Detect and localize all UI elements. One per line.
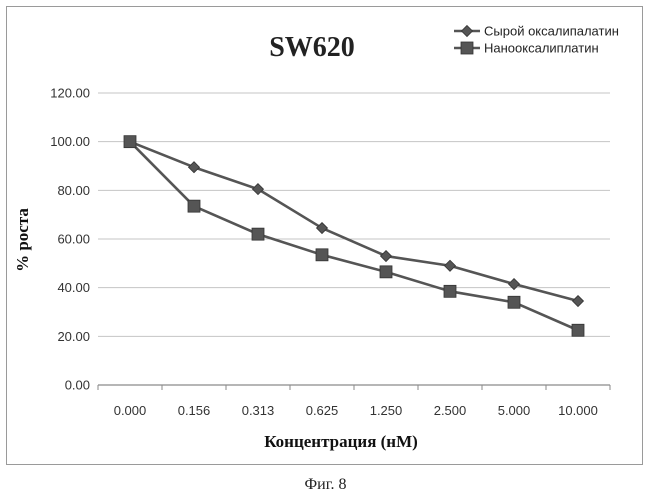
- y-tick-label: 0.00: [65, 378, 90, 393]
- series-2-point: [572, 324, 584, 336]
- x-tick-label: 0.625: [306, 403, 339, 418]
- legend-label: Сырой оксалипалатин: [484, 24, 619, 39]
- chart: SW620 0.00 20.00 40.00 60.00 80.00 100.00 120.…: [0, 0, 651, 470]
- series-2-point: [188, 200, 200, 212]
- x-tick-label: 0.156: [178, 403, 211, 418]
- y-tick-label: 100.00: [50, 134, 90, 149]
- series-2-point: [380, 266, 392, 278]
- series-1-point: [189, 162, 200, 173]
- series-1-point: [381, 251, 392, 262]
- series-2-point: [124, 136, 136, 148]
- series-2-point: [508, 296, 520, 308]
- series-layer: [124, 136, 584, 337]
- series-2-point: [252, 228, 264, 240]
- legend-label: Нанооксалиплатин: [484, 41, 599, 56]
- y-axis-label: % роста: [13, 208, 32, 272]
- y-tick-label: 60.00: [57, 232, 90, 247]
- x-axis-label: Концентрация (нМ): [264, 432, 418, 451]
- x-tick-label: 10.000: [558, 403, 598, 418]
- x-tick-label: 2.500: [434, 403, 467, 418]
- series-2-point: [316, 249, 328, 261]
- series-2-point: [444, 285, 456, 297]
- series-1-point: [445, 260, 456, 271]
- y-tick-label: 40.00: [57, 280, 90, 295]
- y-tick-labels: 0.00 20.00 40.00 60.00 80.00 100.00 120.00: [50, 86, 90, 393]
- y-tick-label: 120.00: [50, 86, 90, 101]
- legend-swatch-marker: [461, 42, 473, 54]
- figure-caption: Фиг. 8: [0, 476, 651, 494]
- y-tick-label: 80.00: [57, 183, 90, 198]
- x-tick-label: 1.250: [370, 403, 403, 418]
- x-tick-label: 0.313: [242, 403, 275, 418]
- series-1-point: [573, 296, 584, 307]
- legend-swatch-marker: [462, 26, 473, 37]
- legend: Сырой оксалипалатин Нанооксалиплатин: [454, 24, 619, 56]
- y-tick-label: 20.00: [57, 329, 90, 344]
- chart-title: SW620: [269, 32, 355, 63]
- x-tick-labels: 0.000 0.156 0.313 0.625 1.250 2.500 5.000 10.00…: [114, 403, 598, 418]
- x-tick-label: 5.000: [498, 403, 531, 418]
- x-tick-label: 0.000: [114, 403, 147, 418]
